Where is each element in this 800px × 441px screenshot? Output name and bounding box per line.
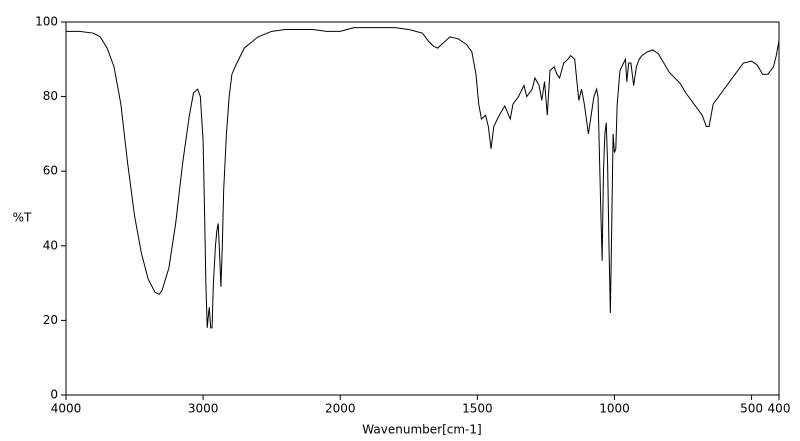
x-tick-label: 3000	[188, 402, 219, 416]
y-tick-label: 0	[50, 388, 58, 402]
y-tick-label: 60	[43, 164, 58, 178]
x-tick-label: 400	[768, 402, 791, 416]
x-tick-label: 500	[740, 402, 763, 416]
y-tick-label: 80	[43, 89, 58, 103]
spectrum-line	[66, 27, 780, 329]
x-tick-label: 2000	[325, 402, 356, 416]
y-tick-label: 20	[43, 313, 58, 327]
x-tick-label: 4000	[51, 402, 82, 416]
y-axis-label: %T	[13, 211, 32, 225]
plot-frame	[65, 21, 780, 396]
x-tick-label: 1500	[462, 402, 493, 416]
x-tick-label: 1000	[599, 402, 630, 416]
y-tick-label: 100	[35, 15, 58, 29]
y-tick-label: 40	[43, 238, 58, 252]
x-axis-label: Wavenumber[cm-1]	[362, 423, 481, 437]
